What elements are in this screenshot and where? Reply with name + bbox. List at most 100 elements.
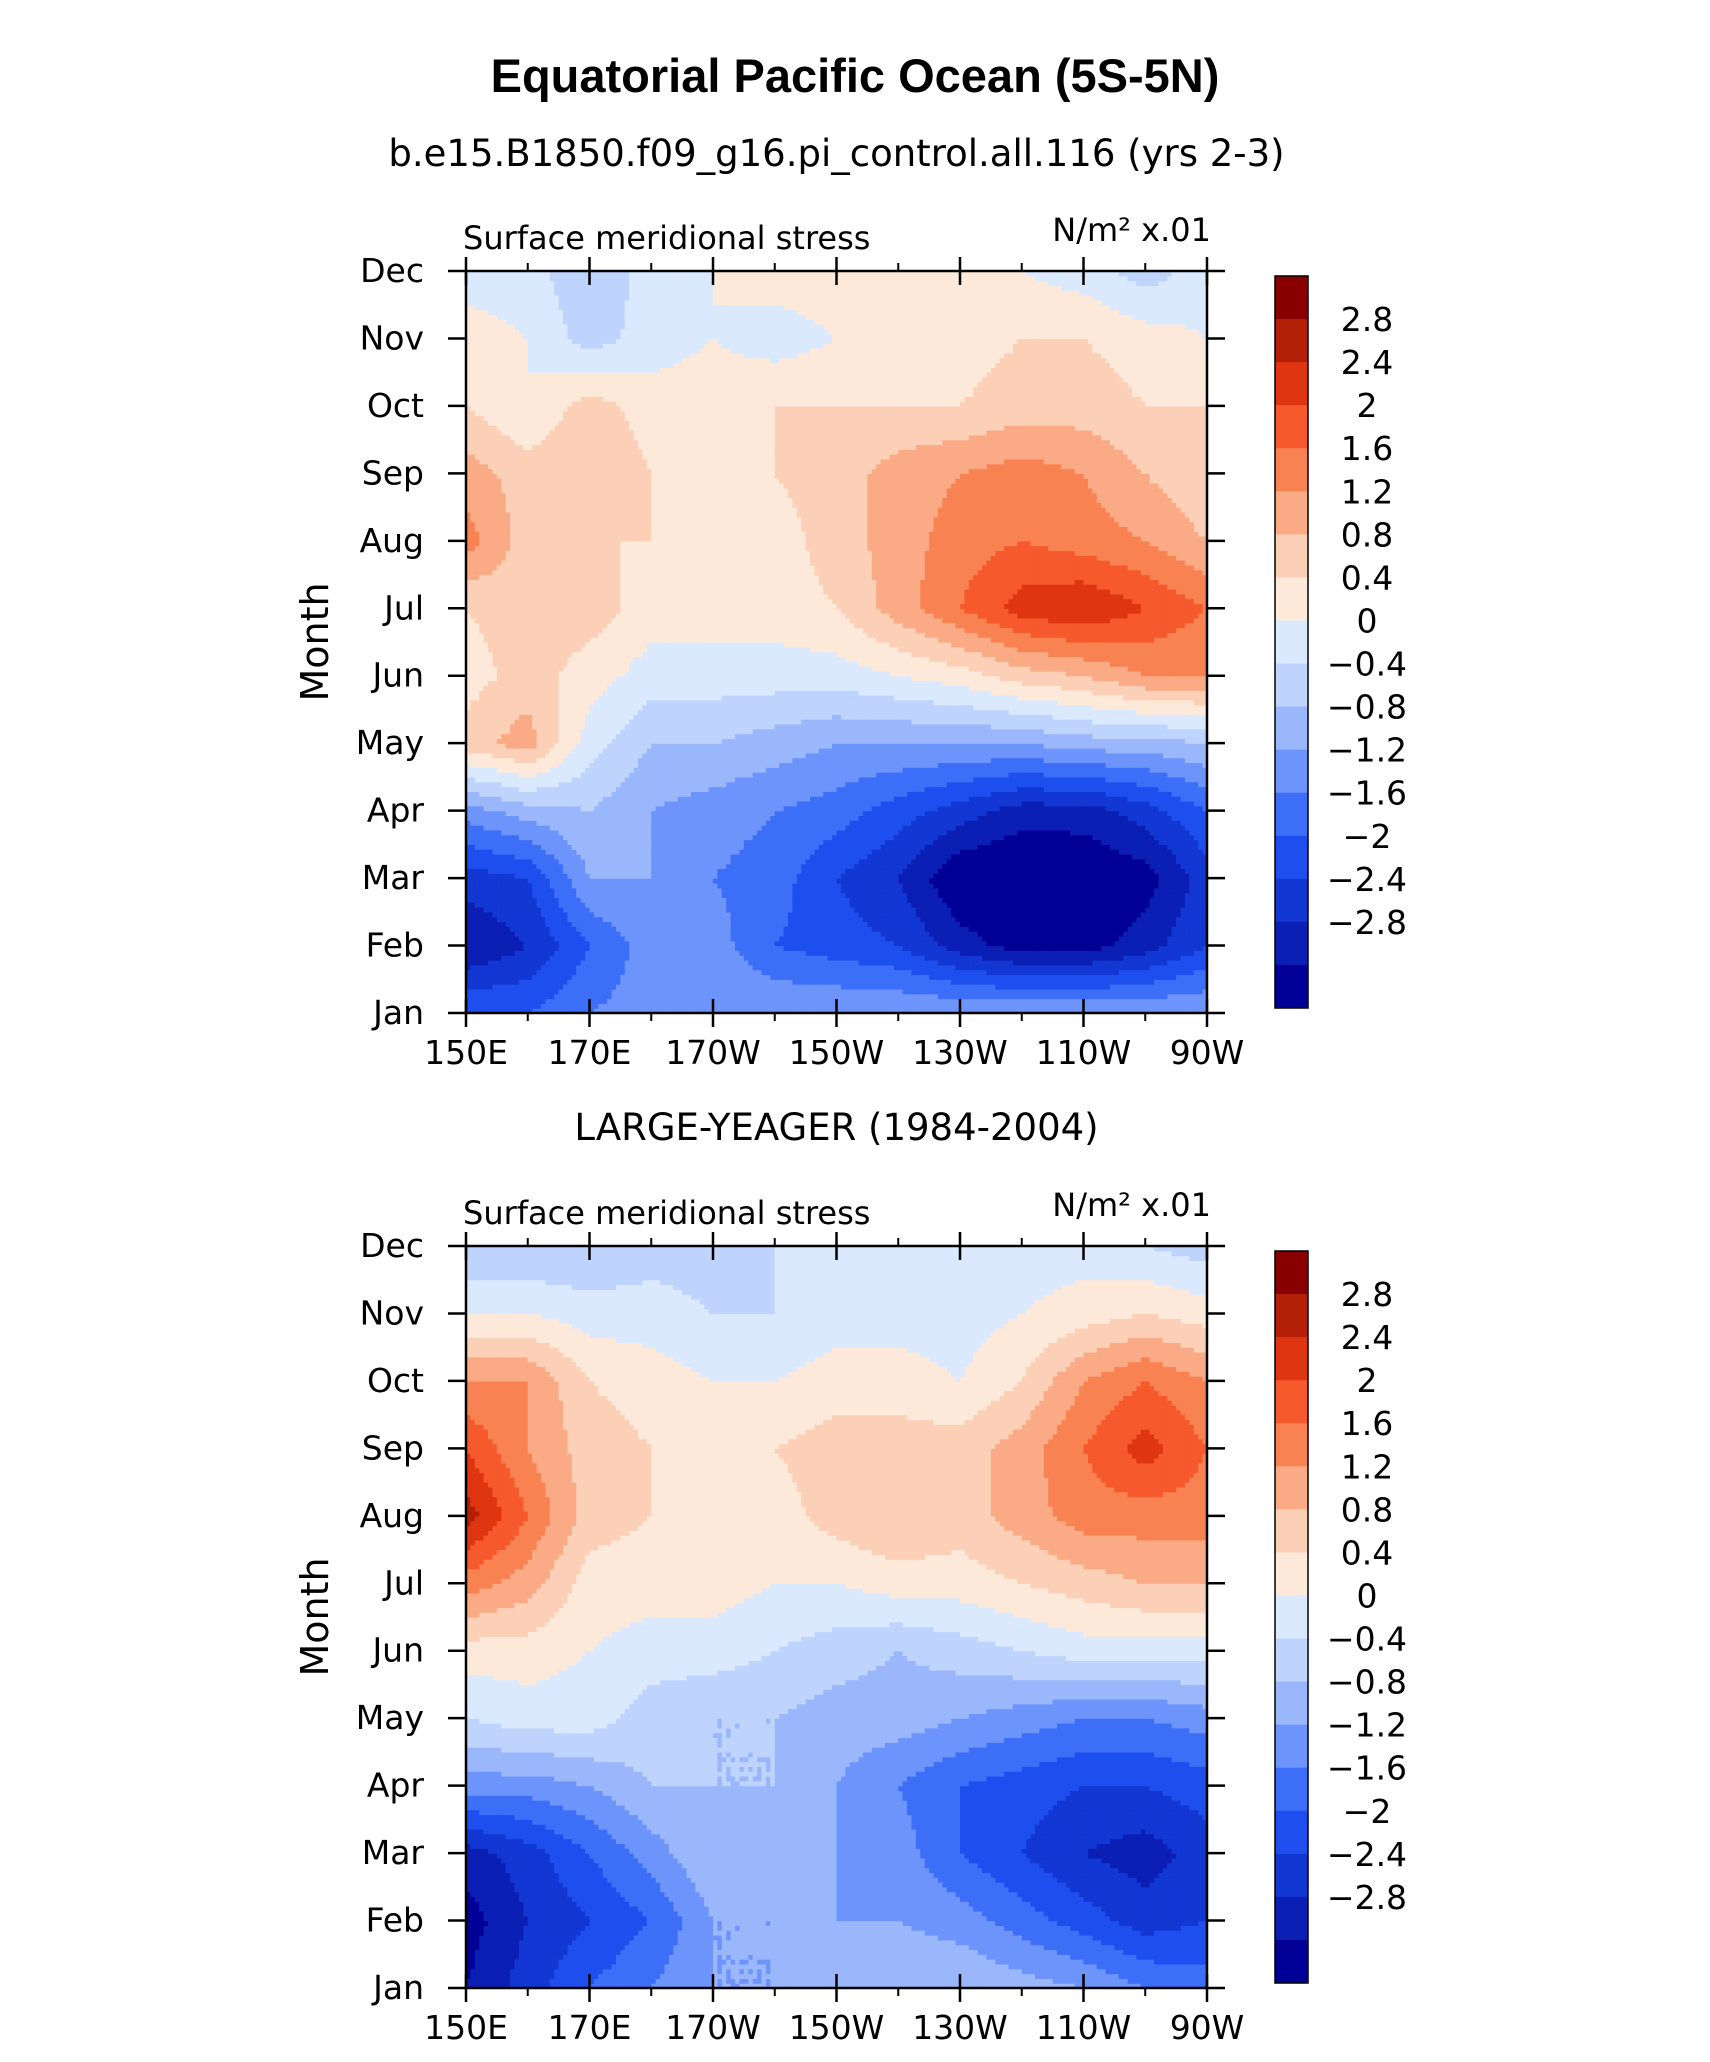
contour-cell (536, 921, 542, 927)
contour-cell (501, 984, 507, 990)
contour-cell (973, 897, 979, 903)
contour-cell (1114, 878, 1120, 884)
contour-cell (589, 911, 595, 918)
contour-cell (536, 854, 542, 860)
contour-cell (1184, 921, 1190, 927)
contour-cell (501, 878, 507, 884)
contour-cell (563, 916, 569, 923)
contour-cell (615, 897, 621, 903)
contour-cell (915, 960, 921, 966)
contour-cell (911, 1003, 917, 1009)
contour-cell (1092, 935, 1098, 942)
contour-cell (739, 935, 745, 942)
contour-cell (924, 988, 930, 995)
contour-cell (774, 887, 780, 894)
contour-cell (920, 878, 926, 884)
contour-cell (549, 858, 555, 865)
contour-cell (1154, 984, 1160, 990)
contour-cell (554, 940, 560, 947)
contour-cell (708, 926, 714, 932)
contour-cell (558, 902, 564, 908)
contour-cell (1052, 911, 1058, 918)
contour-cell (1012, 878, 1018, 884)
contour-cell (704, 878, 710, 884)
contour-cell (479, 858, 485, 865)
contour-cell (915, 945, 921, 951)
contour-cell (1021, 887, 1027, 894)
contour-cell (1118, 882, 1124, 889)
contour-cell (474, 873, 480, 879)
contour-cell (1176, 935, 1182, 942)
contour-cell (1048, 935, 1054, 942)
contour-cell (982, 878, 988, 884)
contour-cell (695, 911, 701, 918)
contour-cell (607, 955, 613, 961)
contour-cell (488, 935, 494, 942)
contour-cell (1004, 1008, 1010, 1013)
contour-cell (964, 960, 970, 966)
contour-cell (1039, 892, 1045, 898)
contour-cell (1154, 907, 1160, 913)
contour-cell (483, 882, 489, 889)
contour-cell (615, 926, 621, 932)
contour-cell (946, 984, 952, 990)
contour-cell (937, 988, 943, 995)
contour-cell (1127, 984, 1133, 990)
contour-cell (752, 950, 758, 956)
contour-cell (1061, 892, 1067, 898)
contour-cell (540, 858, 546, 865)
contour-cell (1132, 993, 1138, 1000)
contour-cell (946, 931, 952, 937)
contour-cell (682, 979, 688, 985)
contour-cell (765, 998, 771, 1004)
contour-cell (470, 926, 476, 932)
contour-cell (1092, 892, 1098, 898)
contour-cell (885, 935, 891, 942)
contour-cell (501, 839, 507, 845)
contour-cell (695, 878, 701, 884)
contour-cell (1052, 907, 1058, 913)
contour-cell (929, 892, 935, 898)
contour-cell (1034, 955, 1040, 961)
contour-cell (836, 979, 842, 985)
contour-cell (946, 878, 952, 884)
contour-cell (862, 882, 868, 889)
contour-cell (982, 950, 988, 956)
contour-cell (1074, 882, 1080, 889)
contour-cell (1162, 969, 1168, 976)
contour-cell (492, 931, 498, 937)
contour-cell (690, 1008, 696, 1013)
contour-cell (470, 892, 476, 898)
contour-cell (810, 926, 816, 932)
contour-cell (646, 988, 652, 995)
contour-cell (849, 998, 855, 1004)
contour-cell (593, 979, 599, 985)
contour-cell (845, 878, 851, 884)
contour-cell (1145, 955, 1151, 961)
contour-cell (1043, 907, 1049, 913)
contour-cell (986, 984, 992, 990)
contour-cell (651, 979, 657, 985)
contour-cell (942, 988, 948, 995)
contour-cell (867, 1003, 873, 1009)
contour-cell (1017, 882, 1023, 889)
contour-cell (483, 1003, 489, 1009)
contour-cell (523, 921, 529, 927)
contour-cell (1140, 974, 1146, 980)
contour-cell (660, 969, 666, 976)
contour-cell (876, 935, 882, 942)
contour-cell (536, 873, 542, 879)
contour-cell (765, 887, 771, 894)
contour-cell (889, 931, 895, 937)
contour-cell (739, 945, 745, 951)
contour-cell (633, 979, 639, 985)
contour-cell (1149, 984, 1155, 990)
contour-cell (682, 902, 688, 908)
contour-cell (510, 979, 516, 985)
contour-cell (646, 887, 652, 894)
contour-cell (792, 979, 798, 985)
contour-cell (668, 945, 674, 951)
contour-cell (646, 907, 652, 913)
contour-cell (466, 979, 472, 985)
contour-cell (1004, 940, 1010, 947)
